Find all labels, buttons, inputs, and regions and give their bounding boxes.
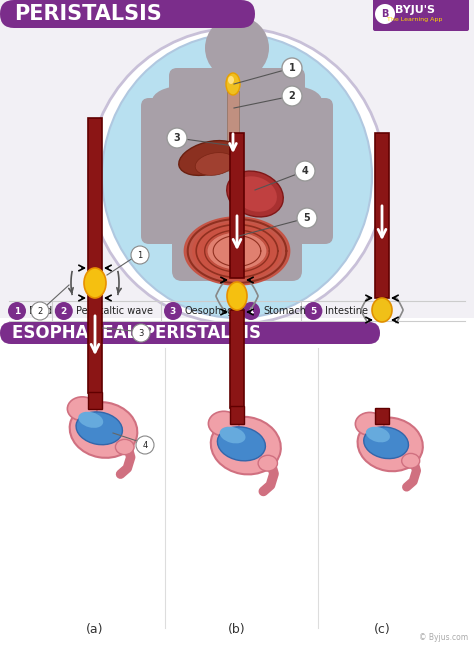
FancyBboxPatch shape [230,406,244,424]
Ellipse shape [152,86,212,116]
Circle shape [282,58,302,78]
Ellipse shape [76,412,122,445]
Text: Food: Food [29,306,52,316]
Ellipse shape [356,412,384,435]
Ellipse shape [357,417,423,471]
Ellipse shape [227,282,247,310]
Text: 1: 1 [137,251,143,259]
Text: 3: 3 [170,307,176,316]
Ellipse shape [209,411,239,436]
Circle shape [295,161,315,181]
Polygon shape [230,310,244,408]
Circle shape [8,302,26,320]
FancyBboxPatch shape [0,346,474,648]
Text: 4: 4 [248,307,254,316]
FancyBboxPatch shape [0,0,474,318]
FancyBboxPatch shape [88,392,102,409]
Ellipse shape [364,427,409,459]
Ellipse shape [262,86,322,116]
Polygon shape [193,222,281,279]
FancyBboxPatch shape [0,322,380,344]
Text: 2: 2 [37,307,43,316]
Text: PERISTALSIS: PERISTALSIS [14,4,162,24]
Text: (a): (a) [86,623,104,636]
Circle shape [242,302,260,320]
Ellipse shape [179,141,239,176]
Ellipse shape [211,417,281,474]
Text: 4: 4 [142,441,147,450]
Polygon shape [210,233,264,269]
Text: 2: 2 [289,91,295,101]
Polygon shape [88,118,102,283]
Text: ESOPHAGEAL PERISTALSIS: ESOPHAGEAL PERISTALSIS [12,324,261,342]
Circle shape [375,4,395,24]
FancyBboxPatch shape [0,318,474,648]
Text: 5: 5 [310,307,317,316]
FancyBboxPatch shape [172,151,302,281]
Text: B: B [381,9,389,19]
Ellipse shape [233,176,277,212]
Ellipse shape [372,298,392,322]
Text: Peristaltic wave: Peristaltic wave [76,306,153,316]
Text: Intestine: Intestine [325,306,368,316]
Ellipse shape [115,439,134,455]
Ellipse shape [401,454,419,469]
Ellipse shape [84,268,106,298]
Ellipse shape [70,402,137,458]
Text: (c): (c) [374,623,391,636]
Text: Stomach: Stomach [263,306,306,316]
Ellipse shape [207,232,267,270]
Circle shape [282,86,302,106]
FancyBboxPatch shape [375,408,389,424]
Text: 5: 5 [304,213,310,223]
Text: Oesophagus: Oesophagus [185,306,246,316]
Circle shape [31,302,49,320]
FancyBboxPatch shape [228,46,246,80]
Polygon shape [201,228,273,274]
Text: 1: 1 [14,307,20,316]
Circle shape [167,128,187,148]
Ellipse shape [78,411,103,428]
Circle shape [55,302,73,320]
Polygon shape [88,283,102,393]
Text: The Learning App: The Learning App [387,17,443,23]
Ellipse shape [219,426,246,443]
Text: 3: 3 [173,133,181,143]
Ellipse shape [195,153,235,176]
Circle shape [297,208,317,228]
FancyBboxPatch shape [141,98,187,244]
FancyBboxPatch shape [287,98,333,244]
Ellipse shape [366,427,390,443]
Ellipse shape [218,427,265,461]
Polygon shape [375,133,389,298]
Text: 2: 2 [61,307,67,316]
Circle shape [304,302,322,320]
Polygon shape [227,91,239,171]
Text: 1: 1 [289,63,295,73]
Text: © Byjus.com: © Byjus.com [419,633,468,642]
Text: BYJU'S: BYJU'S [395,5,435,15]
FancyBboxPatch shape [169,68,305,174]
Ellipse shape [258,456,277,471]
FancyBboxPatch shape [373,0,469,31]
Text: (b): (b) [228,623,246,636]
Circle shape [205,16,269,80]
Ellipse shape [67,397,97,421]
Ellipse shape [102,34,372,318]
Circle shape [131,246,149,264]
Circle shape [89,28,385,324]
Ellipse shape [228,76,234,84]
Circle shape [132,324,150,342]
Text: 3: 3 [138,329,144,338]
Text: 4: 4 [301,166,309,176]
Polygon shape [230,133,244,278]
Ellipse shape [227,171,283,217]
Circle shape [136,436,154,454]
Circle shape [164,302,182,320]
Ellipse shape [226,73,240,95]
FancyBboxPatch shape [0,0,255,28]
Polygon shape [184,217,290,285]
